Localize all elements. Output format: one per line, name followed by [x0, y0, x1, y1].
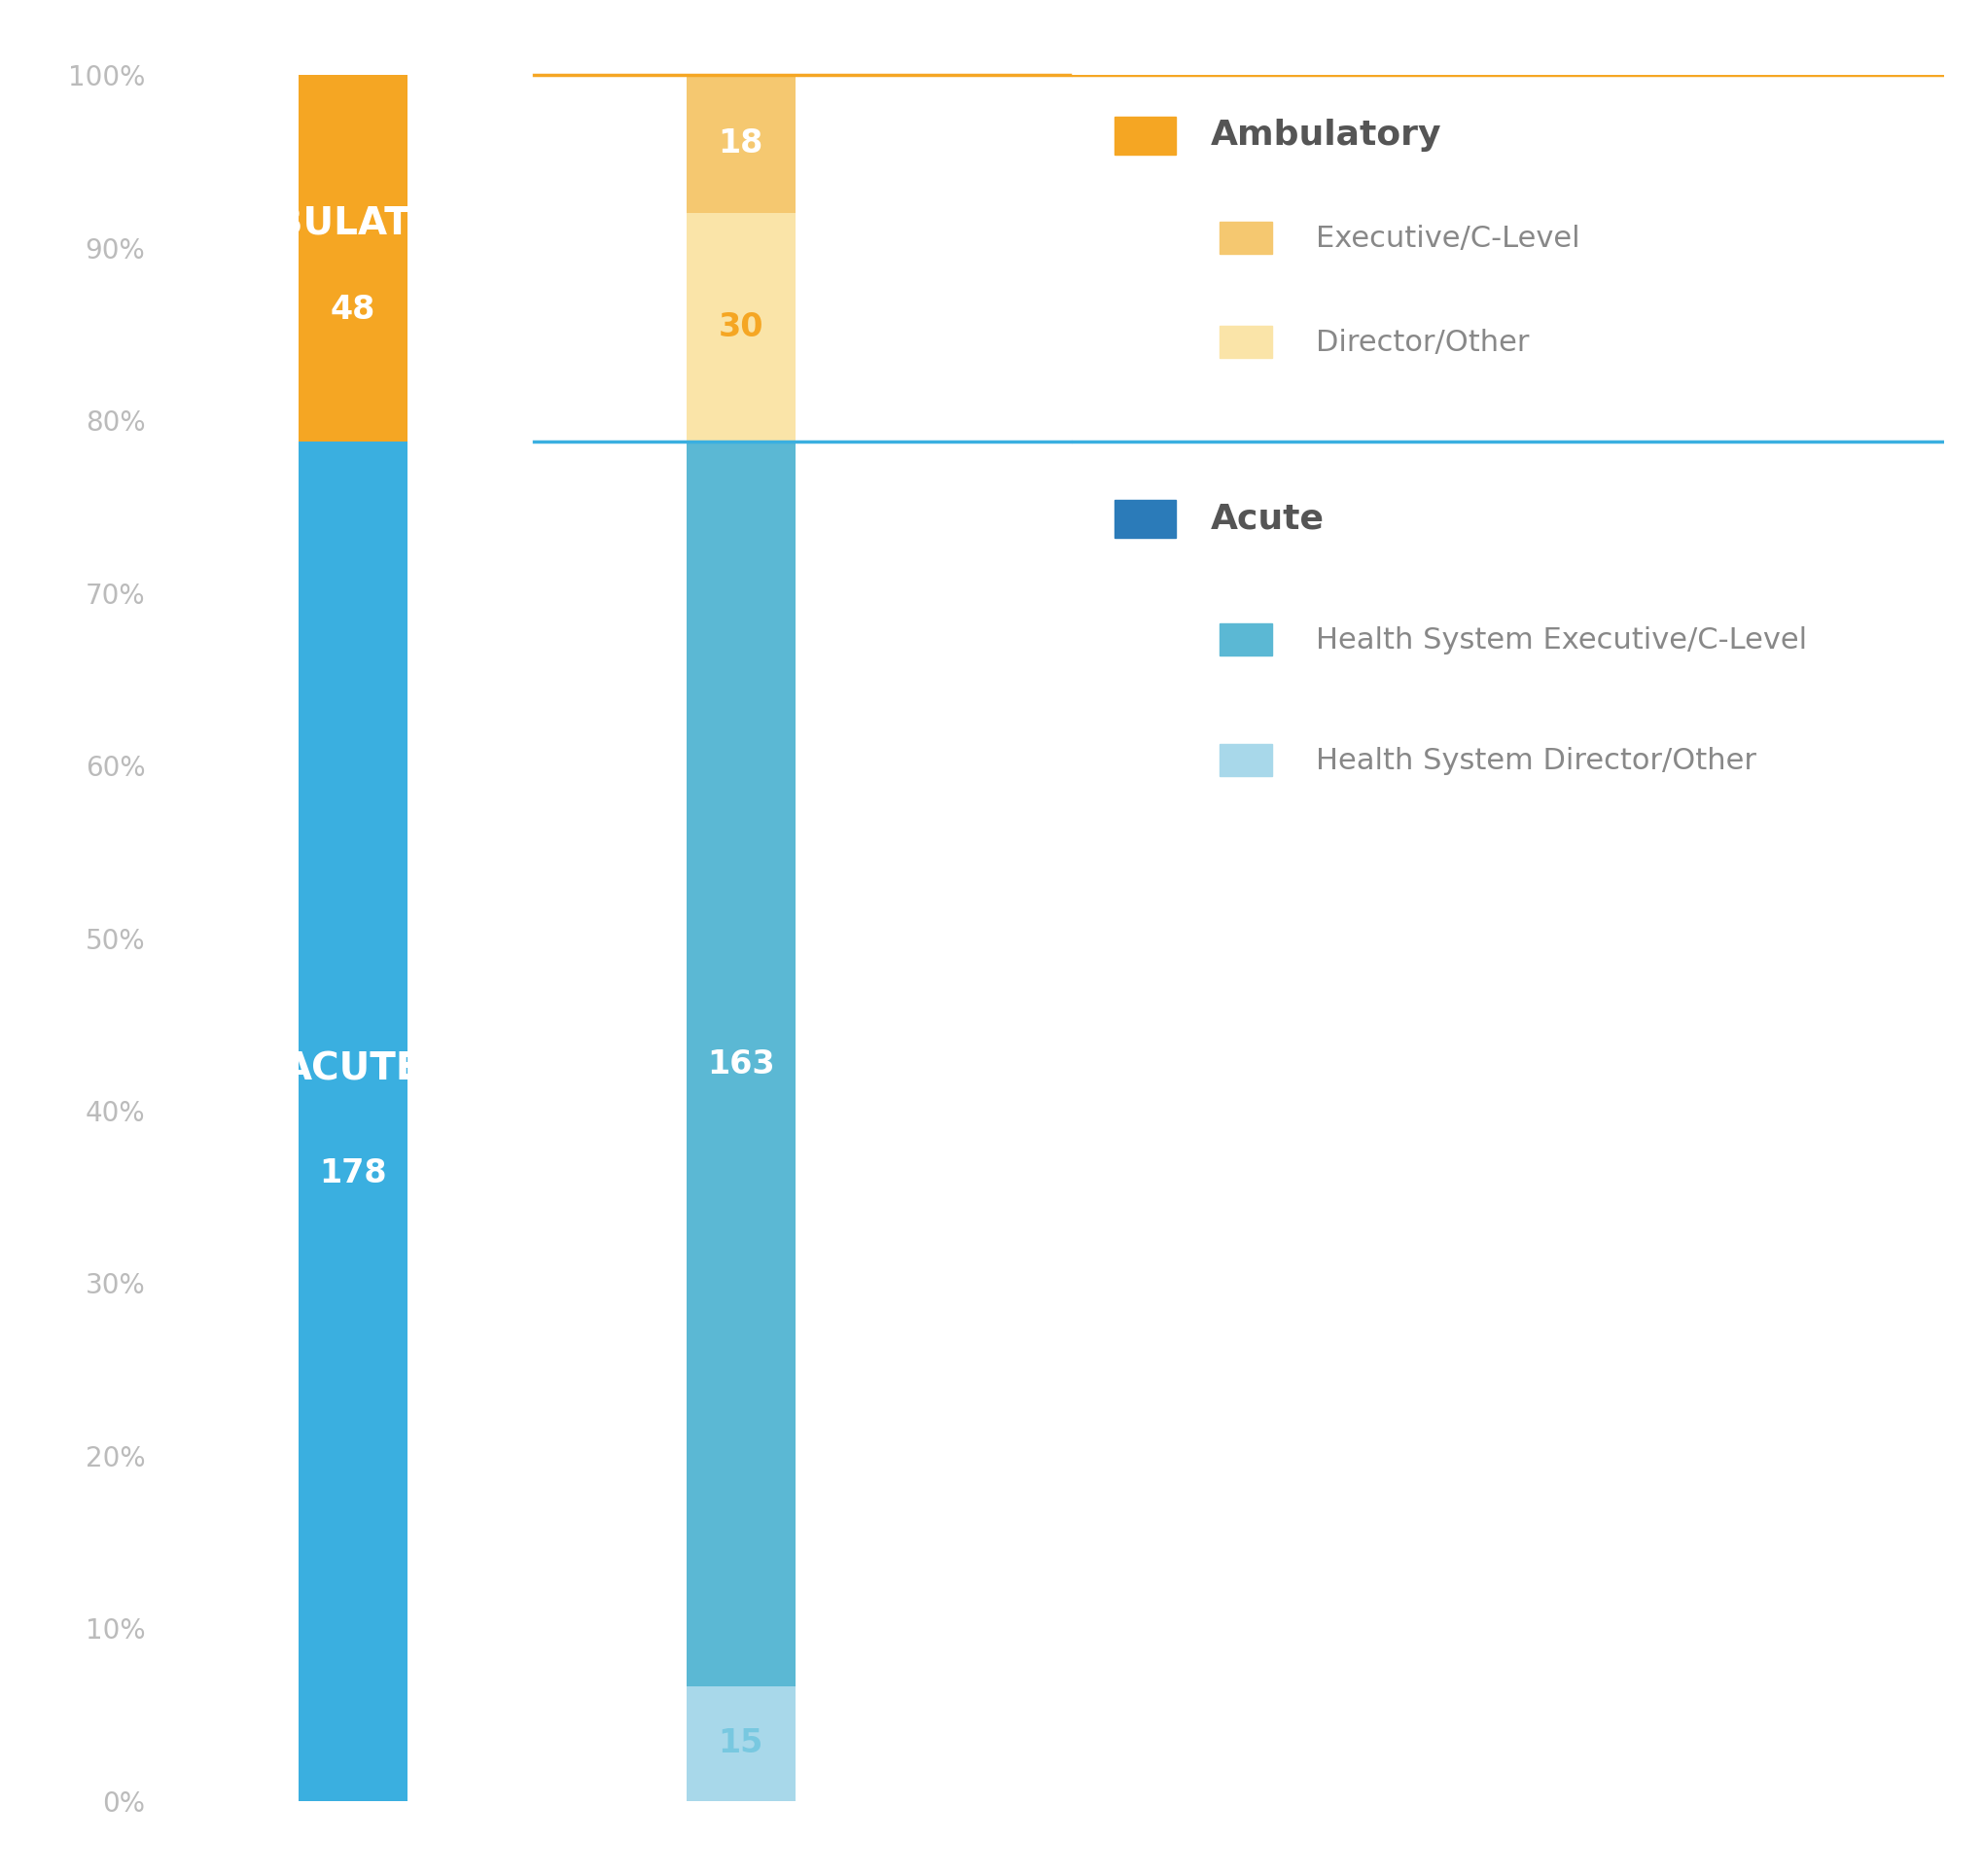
Text: 15: 15 — [718, 1728, 763, 1760]
Text: 48: 48 — [329, 295, 375, 326]
Bar — [1220, 221, 1271, 253]
Bar — [686, 75, 795, 212]
Bar — [1114, 501, 1176, 538]
Text: Ambulatory: Ambulatory — [1210, 118, 1442, 152]
Text: 163: 163 — [706, 1049, 775, 1081]
Text: AMBULATORY: AMBULATORY — [208, 204, 498, 242]
Text: Health System Executive/C-Level: Health System Executive/C-Level — [1315, 627, 1807, 655]
Bar — [1220, 623, 1271, 655]
Text: 18: 18 — [718, 128, 763, 159]
Bar — [686, 441, 795, 1687]
Text: 30: 30 — [718, 311, 763, 343]
Bar — [686, 1687, 795, 1801]
Text: Director/Other: Director/Other — [1315, 328, 1529, 356]
Text: ACUTE: ACUTE — [284, 1051, 422, 1088]
Bar — [297, 75, 407, 441]
Bar — [1220, 325, 1271, 358]
Bar — [686, 212, 795, 441]
Bar — [297, 441, 407, 1801]
Bar — [1114, 116, 1176, 154]
Text: 178: 178 — [319, 1157, 387, 1189]
Bar — [1220, 743, 1271, 777]
Text: Health System Director/Other: Health System Director/Other — [1315, 747, 1755, 775]
Text: Acute: Acute — [1210, 503, 1325, 537]
Text: Executive/C-Level: Executive/C-Level — [1315, 225, 1578, 253]
